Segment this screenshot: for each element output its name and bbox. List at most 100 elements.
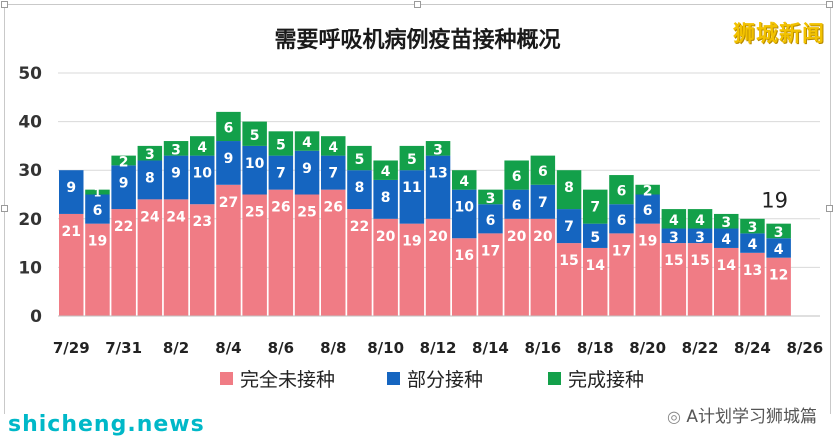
bar-segment	[268, 155, 294, 190]
data-label: 4	[328, 140, 338, 156]
x-tick-label: 8/24	[734, 339, 771, 357]
data-label: 9	[66, 180, 76, 196]
data-label: 9	[171, 166, 181, 182]
data-label: 7	[538, 195, 548, 211]
bar-segment	[59, 170, 84, 214]
bar-segment	[190, 155, 215, 205]
data-label: 11	[402, 180, 421, 196]
bar-segment	[714, 247, 739, 316]
bar-segment	[714, 228, 739, 248]
data-label: 4	[459, 174, 469, 190]
data-label: 5	[407, 152, 417, 168]
bar-segment	[425, 141, 451, 156]
bar-segment	[111, 155, 136, 166]
data-label: 6	[224, 120, 234, 136]
data-label: 17	[481, 243, 500, 259]
data-label: 4	[669, 213, 679, 229]
legend-label: 完全未接种	[240, 369, 335, 391]
data-label: 4	[774, 242, 784, 258]
wechat-account: A计划学习狮城篇	[686, 407, 817, 427]
wechat-icon: ◎	[666, 407, 681, 426]
y-tick-label: 50	[18, 64, 42, 84]
bar-segment	[766, 223, 791, 239]
bar-segment	[268, 189, 294, 316]
x-tick-label: 8/4	[215, 339, 241, 357]
bar-segment	[687, 228, 713, 244]
data-label: 7	[328, 166, 338, 182]
bar-segment	[85, 189, 110, 195]
bar-segment	[478, 233, 503, 316]
data-label: 7	[590, 200, 600, 216]
bar-segment	[740, 233, 765, 253]
x-tick-label: 8/26	[786, 339, 823, 357]
data-label: 8	[355, 180, 365, 196]
bar-segment	[85, 223, 110, 316]
bar-segment	[661, 209, 687, 229]
total-annotation: 19	[761, 189, 788, 213]
data-label: 7	[276, 166, 286, 182]
data-label: 25	[245, 205, 264, 221]
bar-segment	[609, 175, 634, 205]
legend-label: 完成接种	[568, 369, 644, 391]
bar-segment	[268, 131, 294, 156]
resize-handle[interactable]	[414, 1, 421, 8]
legend-swatch	[220, 372, 233, 385]
resize-handle[interactable]	[826, 1, 833, 8]
data-label: 6	[538, 164, 548, 180]
data-label: 3	[721, 215, 731, 231]
resize-handle[interactable]	[1, 205, 8, 212]
bar-segment	[530, 155, 556, 185]
x-tick-label: 8/14	[472, 339, 509, 357]
data-label: 20	[428, 229, 448, 245]
data-label: 19	[402, 234, 421, 250]
bar-segment	[766, 257, 791, 316]
data-label: 5	[355, 152, 365, 168]
data-label: 9	[119, 175, 129, 191]
x-tick-label: 8/20	[629, 339, 666, 357]
bar-segment	[635, 194, 660, 224]
bar-segment	[714, 213, 739, 229]
x-tick-label: 7/31	[105, 339, 142, 357]
legend-swatch	[548, 372, 561, 385]
data-label: 3	[669, 230, 679, 246]
data-label: 10	[193, 166, 213, 182]
data-label: 2	[119, 154, 129, 170]
bar-segment	[137, 145, 163, 161]
bar-segment	[425, 155, 451, 219]
bar-segment	[216, 111, 241, 142]
bar-segment	[294, 150, 320, 195]
y-tick-label: 30	[18, 161, 42, 181]
data-label: 16	[455, 248, 474, 264]
bar-segment	[609, 204, 634, 234]
bar-segment	[687, 209, 713, 229]
y-tick-label: 0	[30, 307, 42, 327]
bar-segment	[635, 184, 660, 195]
data-label: 5	[276, 137, 286, 153]
bar-segment	[373, 179, 398, 219]
bar-segment	[111, 209, 136, 316]
x-tick-label: 8/2	[163, 339, 189, 357]
bar-segment	[242, 145, 267, 195]
bar-segment	[163, 141, 189, 156]
data-label: 22	[114, 219, 133, 235]
data-label: 23	[193, 214, 212, 230]
y-tick-label: 40	[18, 113, 42, 133]
data-label: 9	[224, 151, 234, 167]
bar-segment	[373, 160, 398, 180]
data-label: 3	[145, 147, 155, 163]
bar-segment	[452, 189, 477, 239]
resize-handle[interactable]	[1, 1, 8, 8]
data-label: 13	[743, 263, 762, 279]
x-tick-label: 8/10	[367, 339, 404, 357]
bar-segment	[556, 170, 582, 210]
bar-segment	[242, 194, 267, 316]
bar-segment	[530, 184, 556, 219]
data-label: 15	[664, 253, 683, 269]
data-label: 19	[88, 234, 107, 250]
data-label: 24	[166, 209, 186, 225]
bar-segment	[504, 189, 529, 219]
data-label: 6	[93, 203, 103, 219]
bar-segment	[530, 218, 556, 316]
data-label: 6	[643, 203, 653, 219]
resize-handle[interactable]	[826, 205, 833, 212]
